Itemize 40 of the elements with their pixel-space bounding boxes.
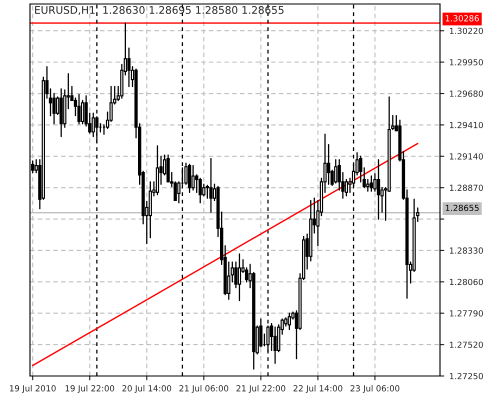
x-tick-label: 21 Jul 22:00 <box>236 385 286 394</box>
x-tick-label: 23 Jul 06:00 <box>350 385 400 394</box>
candlestick <box>326 144 330 185</box>
y-tick-label: 1.29680 <box>450 90 483 97</box>
chart-title: EURUSD,H1 1.28630 1.28695 1.28580 1.28655 <box>35 6 284 15</box>
y-tick-label: 1.29950 <box>450 59 483 66</box>
candlestick <box>77 94 81 124</box>
x-tick-label: 20 Jul 14:00 <box>122 385 172 394</box>
candlestick <box>52 92 56 124</box>
y-tick-label: 1.29410 <box>450 122 483 128</box>
x-tick-label: 19 Jul 2010 <box>10 385 56 394</box>
candlestick <box>227 261 230 300</box>
y-tick-label: 1.28870 <box>450 184 483 191</box>
ref-line-label: 1.28655 <box>446 204 479 212</box>
candlestick <box>198 178 202 204</box>
y-tick-label: 1.27250 <box>450 372 483 380</box>
candlestick <box>191 164 195 191</box>
candlestick <box>238 253 242 302</box>
candlestick <box>188 164 192 193</box>
candlestick <box>273 326 277 364</box>
candlestick <box>373 173 377 192</box>
candlestick <box>127 48 131 88</box>
candlestick <box>334 159 338 184</box>
candlestick <box>366 178 370 192</box>
y-tick-label: 1.27520 <box>450 342 483 348</box>
candlestick <box>288 312 291 330</box>
candlestick <box>209 158 213 213</box>
x-tick-label: 19 Jul 22:00 <box>66 385 114 394</box>
x-tick-label: 22 Jul 14:00 <box>294 385 342 394</box>
y-tick-label: 1.28330 <box>450 247 483 254</box>
y-tick-label: 1.29140 <box>450 153 483 160</box>
candlestick <box>184 162 188 185</box>
y-tick-label: 1.28060 <box>450 278 483 286</box>
y-tick-label: 1.27790 <box>450 310 483 317</box>
y-tick-label: 1.30220 <box>450 28 483 34</box>
candlestick <box>370 175 373 192</box>
candlestick <box>234 261 238 288</box>
ref-line-label: 1.30286 <box>446 15 479 22</box>
candlestick <box>376 159 380 220</box>
x-tick-label: 21 Jul 06:00 <box>179 385 228 394</box>
